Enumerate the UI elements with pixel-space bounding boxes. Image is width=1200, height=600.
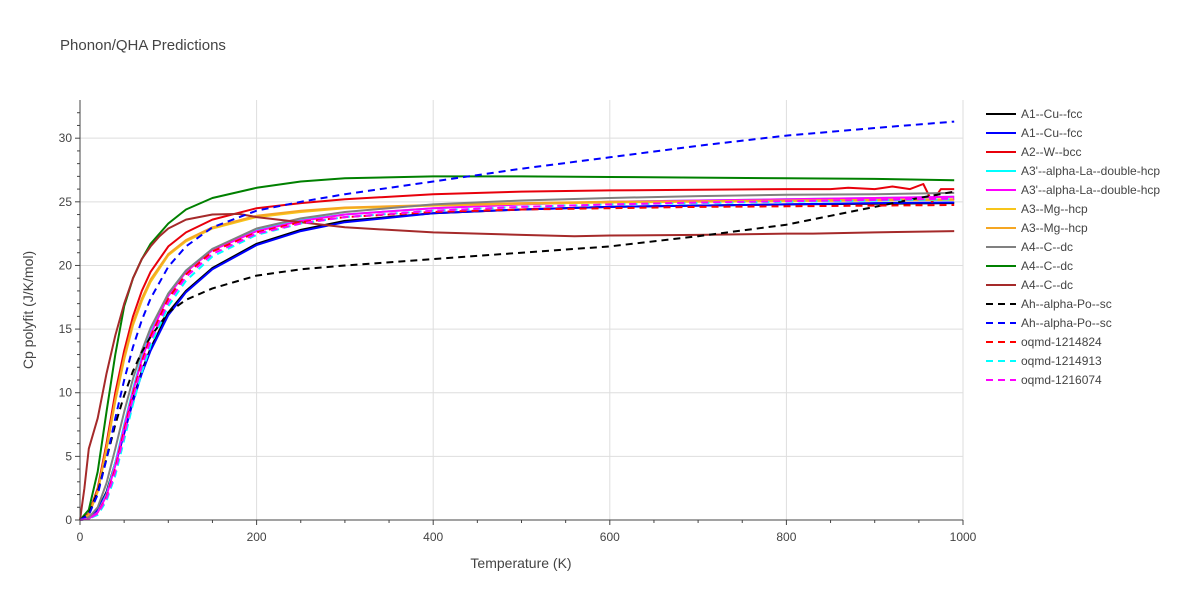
series-line: [79, 175, 955, 521]
y-tick-label: 20: [59, 258, 73, 272]
x-tick-label: 0: [77, 530, 84, 544]
series-line: [79, 212, 955, 521]
y-tick-label: 0: [65, 513, 72, 527]
x-tick-label: 1000: [950, 530, 977, 544]
legend-label: A3'--alpha-La--double-hcp: [1021, 183, 1160, 197]
series-line: [79, 195, 955, 521]
legend[interactable]: A1--Cu--fcc A1--Cu--fcc A2--W--bcc A3'--alp…: [986, 107, 1160, 387]
series-line: [79, 198, 955, 521]
y-axis: 0 5 10 15 20 25 30: [59, 100, 81, 527]
legend-item[interactable]: Ah--alpha-Po--sc: [986, 297, 1112, 311]
chart-title: Phonon/QHA Predictions: [60, 37, 226, 54]
legend-item[interactable]: A3'--alpha-La--double-hcp: [986, 164, 1160, 178]
legend-item[interactable]: A1--Cu--fcc: [986, 107, 1082, 121]
series-line: [79, 191, 955, 521]
legend-item[interactable]: oqmd-1214824: [986, 335, 1102, 349]
series-line: [79, 120, 955, 521]
x-tick-label: 600: [600, 530, 620, 544]
legend-label: A1--Cu--fcc: [1021, 107, 1082, 121]
legend-label: A3'--alpha-La--double-hcp: [1021, 164, 1160, 178]
y-tick-label: 30: [59, 131, 73, 145]
grid: [79, 100, 964, 521]
legend-label: A3--Mg--hcp: [1021, 202, 1088, 216]
x-tick-label: 800: [776, 530, 796, 544]
series-line: [79, 183, 955, 521]
legend-item[interactable]: oqmd-1214913: [986, 354, 1102, 368]
legend-label: A4--C--dc: [1021, 240, 1073, 254]
legend-label: A3--Mg--hcp: [1021, 221, 1088, 235]
y-tick-label: 25: [59, 195, 73, 209]
legend-item[interactable]: A3--Mg--hcp: [986, 221, 1088, 235]
legend-item[interactable]: A3'--alpha-La--double-hcp: [986, 183, 1160, 197]
legend-item[interactable]: Ah--alpha-Po--sc: [986, 316, 1112, 330]
series-line: [79, 198, 955, 521]
x-tick-label: 200: [247, 530, 267, 544]
legend-item[interactable]: oqmd-1216074: [986, 373, 1102, 387]
series-line: [79, 190, 955, 521]
y-tick-label: 15: [59, 322, 73, 336]
legend-label: A4--C--dc: [1021, 278, 1073, 292]
x-tick-label: 400: [423, 530, 443, 544]
y-axis-title: Cp polyfit (J/K/mol): [20, 251, 36, 369]
series-line: [79, 197, 955, 521]
x-axis-title: Temperature (K): [470, 555, 571, 571]
legend-item[interactable]: A2--W--bcc: [986, 145, 1081, 159]
series-line: [79, 195, 955, 521]
legend-label: oqmd-1214824: [1021, 335, 1102, 349]
legend-item[interactable]: A4--C--dc: [986, 240, 1073, 254]
legend-label: oqmd-1216074: [1021, 373, 1102, 387]
x-axis: 0 200 400 600 800 1000: [77, 519, 977, 544]
legend-label: oqmd-1214913: [1021, 354, 1102, 368]
legend-label: A4--C--dc: [1021, 259, 1073, 273]
series-line: [79, 198, 955, 521]
y-tick-label: 10: [59, 386, 73, 400]
legend-item[interactable]: A3--Mg--hcp: [986, 202, 1088, 216]
legend-item[interactable]: A4--C--dc: [986, 259, 1073, 273]
legend-label: Ah--alpha-Po--sc: [1021, 316, 1112, 330]
y-tick-label: 5: [65, 449, 72, 463]
legend-label: A1--Cu--fcc: [1021, 126, 1082, 140]
legend-item[interactable]: A1--Cu--fcc: [986, 126, 1082, 140]
legend-item[interactable]: A4--C--dc: [986, 278, 1073, 292]
legend-label: Ah--alpha-Po--sc: [1021, 297, 1112, 311]
legend-label: A2--W--bcc: [1021, 145, 1081, 159]
plot-area: [79, 120, 955, 521]
